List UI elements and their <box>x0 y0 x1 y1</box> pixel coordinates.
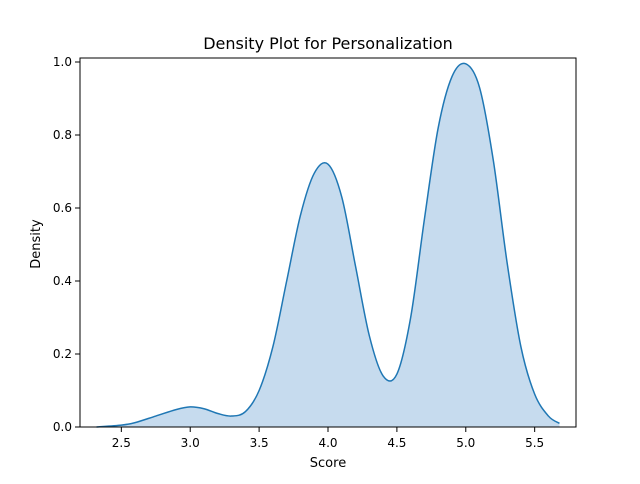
y-tick-label: 0.6 <box>53 201 72 215</box>
x-tick-label: 5.0 <box>456 436 475 450</box>
chart-title: Density Plot for Personalization <box>203 34 453 53</box>
x-axis-label: Score <box>310 456 346 471</box>
y-tick-label: 1.0 <box>53 55 72 69</box>
y-tick-label: 0.2 <box>53 347 72 361</box>
x-tick-label: 4.5 <box>387 436 406 450</box>
x-tick-label: 5.5 <box>525 436 544 450</box>
x-tick-label: 3.0 <box>181 436 200 450</box>
y-axis-label: Density <box>29 219 44 269</box>
x-tick-label: 4.0 <box>318 436 337 450</box>
y-tick-label: 0.8 <box>53 128 72 142</box>
density-area-series-0 <box>96 63 560 427</box>
density-line-series-0 <box>96 62 560 428</box>
y-tick-label: 0.4 <box>53 274 72 288</box>
plot-area <box>96 62 560 428</box>
y-tick-label: 0.0 <box>53 420 72 434</box>
x-tick-label: 2.5 <box>112 436 131 450</box>
x-tick-label: 3.5 <box>250 436 269 450</box>
axes: 2.5 3.0 3.5 4.0 4.5 5.0 5.5 0.0 0.2 0.4 0.6 0.8 1.0 <box>53 55 577 450</box>
